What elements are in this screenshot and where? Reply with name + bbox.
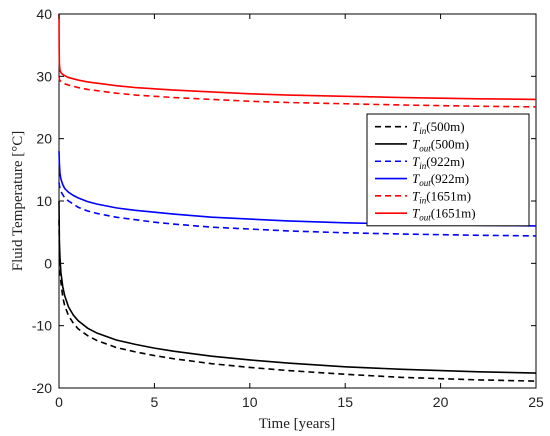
series-layer: [58, 13, 537, 382]
series-line-5: [58, 13, 537, 101]
legend-box: [366, 113, 530, 227]
y-tick-label: 40: [36, 6, 52, 22]
y-tick-label: -10: [32, 318, 52, 334]
y-tick-label: 10: [36, 193, 52, 209]
x-tick-label: 5: [151, 394, 159, 410]
x-tick-label: 25: [528, 394, 544, 410]
series-line-0: [58, 219, 537, 382]
x-tick-label: 0: [55, 394, 63, 410]
legend-entry-4: Tin(1651m): [412, 188, 471, 205]
x-tick-label: 10: [242, 394, 258, 410]
legend: Tin(500m)Tout(500m)Tin(922m)Tout(922m)Ti…: [366, 113, 530, 227]
legend-entry-2: Tin(922m): [412, 154, 465, 171]
y-tick-label: 30: [36, 68, 52, 84]
series-line-2: [58, 182, 537, 237]
y-tick-label: 0: [44, 255, 52, 271]
series-line-4: [58, 76, 537, 108]
legend-entry-5: Tout(1651m): [412, 206, 476, 223]
series-line-1: [58, 200, 537, 374]
legend-entry-3: Tout(922m): [412, 171, 469, 188]
legend-entry-0: Tin(500m): [412, 119, 465, 136]
series-line-3: [58, 151, 537, 227]
x-tick-label: 20: [433, 394, 449, 410]
tick-layer: 0 5 10 15 20 25 -20 -10 0 10 20 30 40: [32, 6, 544, 410]
y-tick-label: 20: [36, 131, 52, 147]
legend-entry-1: Tout(500m): [412, 136, 469, 153]
y-axis-label: Fluid Temperature [°C]: [10, 131, 26, 271]
y-tick-label: -20: [32, 380, 52, 396]
x-axis-label: Time [years]: [259, 416, 336, 432]
x-tick-label: 15: [337, 394, 353, 410]
